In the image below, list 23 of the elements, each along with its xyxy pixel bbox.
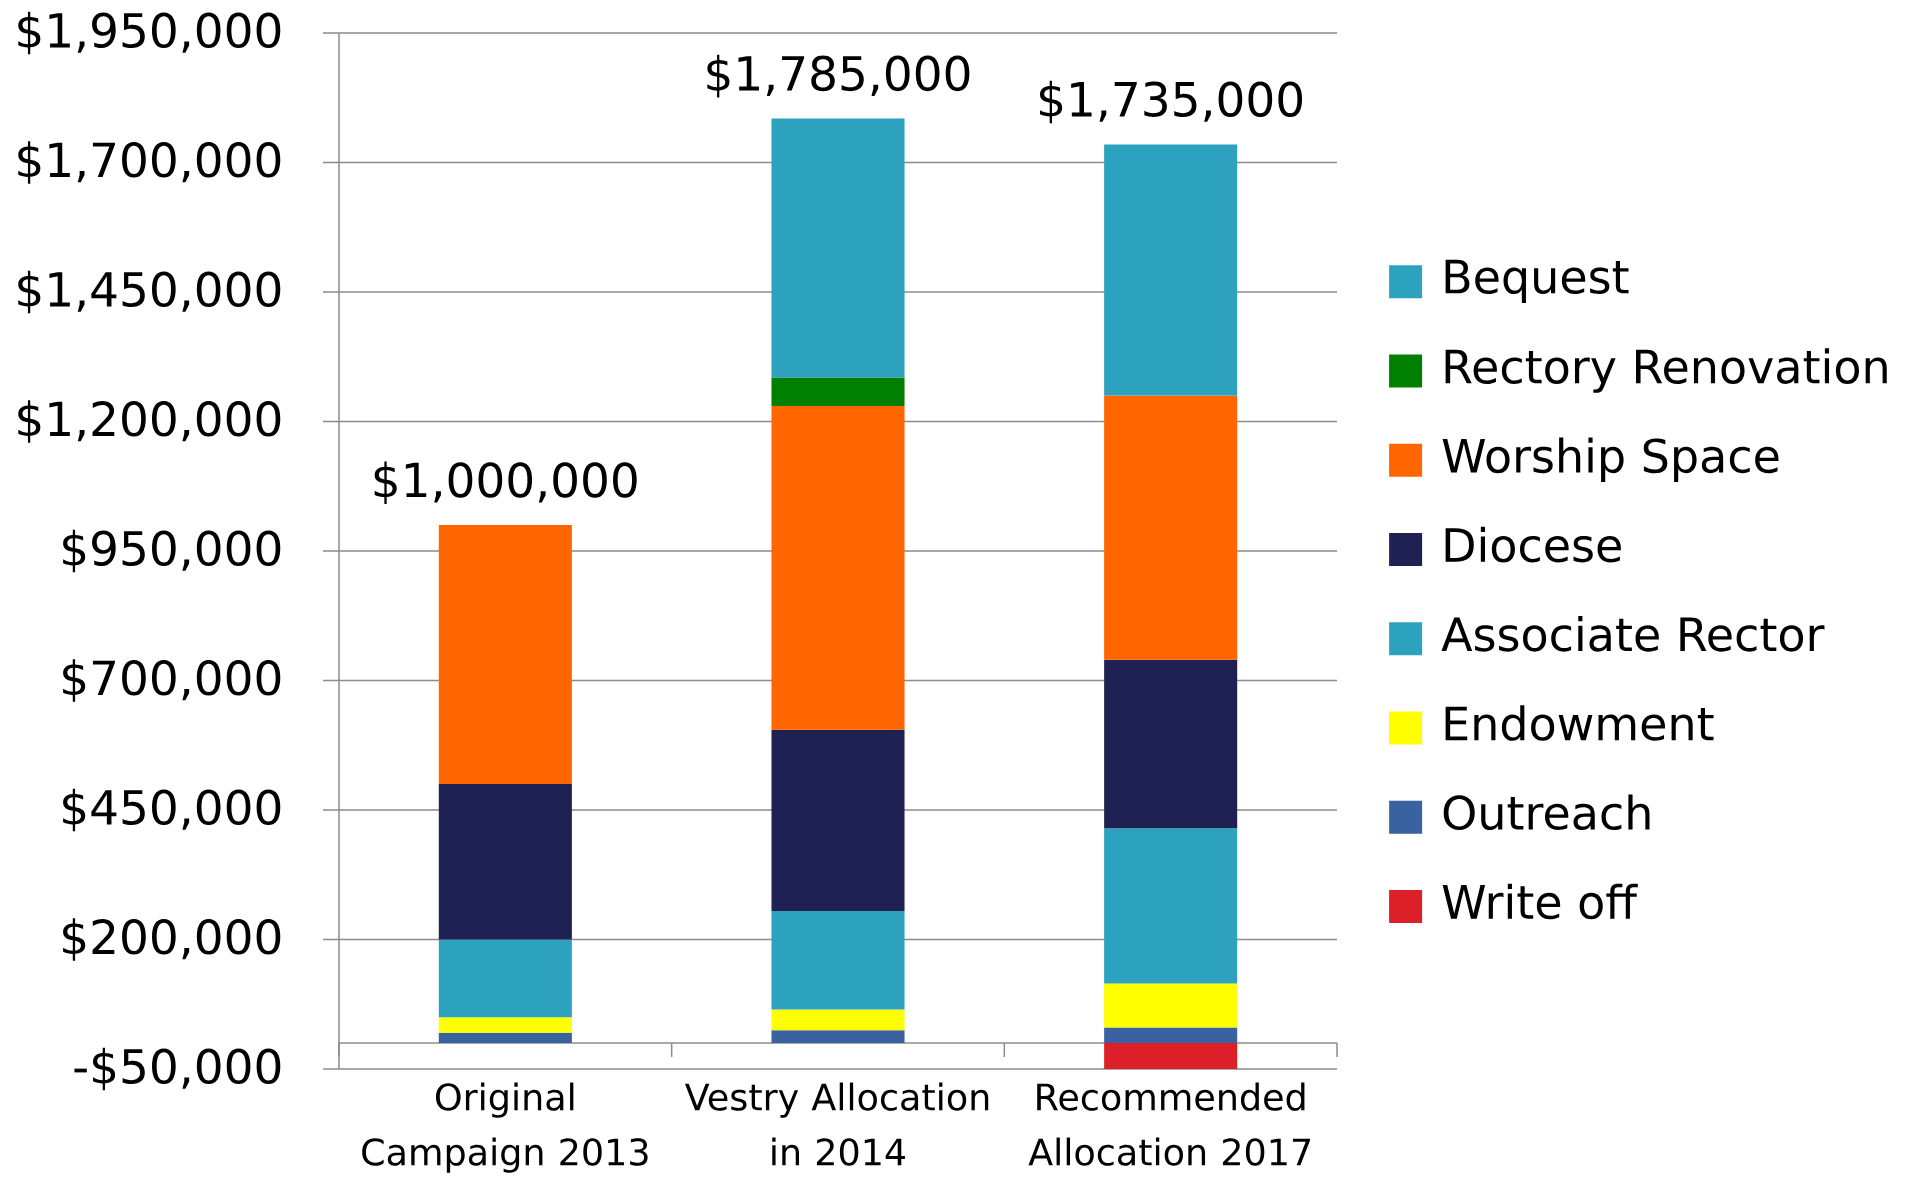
y-tick-label: $1,700,000	[18, 141, 281, 184]
legend-label: Write off	[1442, 883, 1638, 920]
annotation: $1,785,000	[707, 54, 970, 98]
legend-label: Bequest	[1445, 259, 1629, 303]
legend-label: Associate Rector	[1441, 616, 1825, 652]
y-tick-label: -$50,000	[74, 1047, 281, 1091]
y-tick-label: $1,200,000	[18, 400, 281, 443]
y-tick-label: $1,950,000	[18, 11, 281, 55]
legend-label: Worship Space	[1442, 437, 1779, 483]
legend-label: Outreach	[1443, 794, 1650, 831]
x-tick-label: Original Campaign 2013	[362, 1082, 648, 1173]
legend-label: Diocese	[1445, 526, 1621, 563]
y-tick-label: $1,450,000	[18, 270, 281, 314]
legend-label: Endowment	[1445, 705, 1714, 741]
legend-label: Rectory Renovation	[1445, 348, 1887, 393]
y-tick-label: $950,000	[63, 529, 281, 573]
x-tick-label: Recommended Allocation 2017	[1028, 1082, 1311, 1166]
y-tick-label: $450,000	[63, 788, 281, 832]
y-tick-label: $700,000	[63, 659, 281, 702]
annotation: $1,735,000	[1040, 80, 1303, 124]
y-tick-label: $200,000	[63, 918, 281, 961]
x-tick-label: Vestry Allocation in 2014	[684, 1082, 989, 1166]
annotation: $1,000,000	[374, 461, 637, 505]
